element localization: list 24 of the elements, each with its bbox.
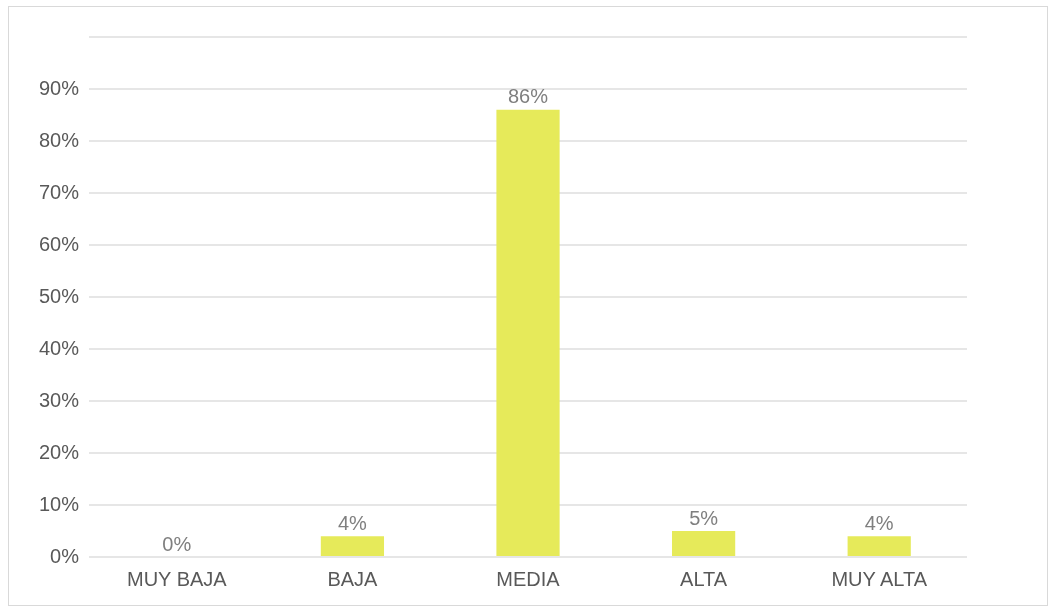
data-label: 4% — [337, 511, 368, 534]
data-label: 86% — [508, 85, 549, 108]
y-tick-label: 90% — [39, 76, 80, 99]
y-tick-label: 10% — [39, 492, 80, 515]
x-tick-label: MEDIA — [496, 567, 561, 590]
y-tick-label: 80% — [39, 128, 80, 151]
bar — [672, 531, 736, 556]
bar — [496, 109, 560, 556]
y-tick-label: 50% — [39, 284, 80, 307]
y-tick-label: 40% — [39, 336, 80, 359]
x-tick-label: MUY ALTA — [831, 567, 928, 590]
data-label: 5% — [689, 506, 719, 529]
data-label: 4% — [864, 511, 894, 534]
y-tick-label: 70% — [39, 180, 80, 203]
x-tick-label: BAJA — [327, 567, 379, 590]
bar — [847, 536, 911, 556]
y-tick-label: 0% — [50, 544, 80, 567]
y-tick-label: 30% — [39, 388, 80, 411]
x-tick-label: MUY BAJA — [126, 567, 228, 590]
bar — [320, 536, 385, 556]
x-tick-label: ALTA — [680, 567, 728, 590]
data-label: 0% — [162, 532, 192, 555]
y-tick-label: 20% — [39, 440, 80, 463]
y-tick-label: 60% — [39, 232, 80, 255]
